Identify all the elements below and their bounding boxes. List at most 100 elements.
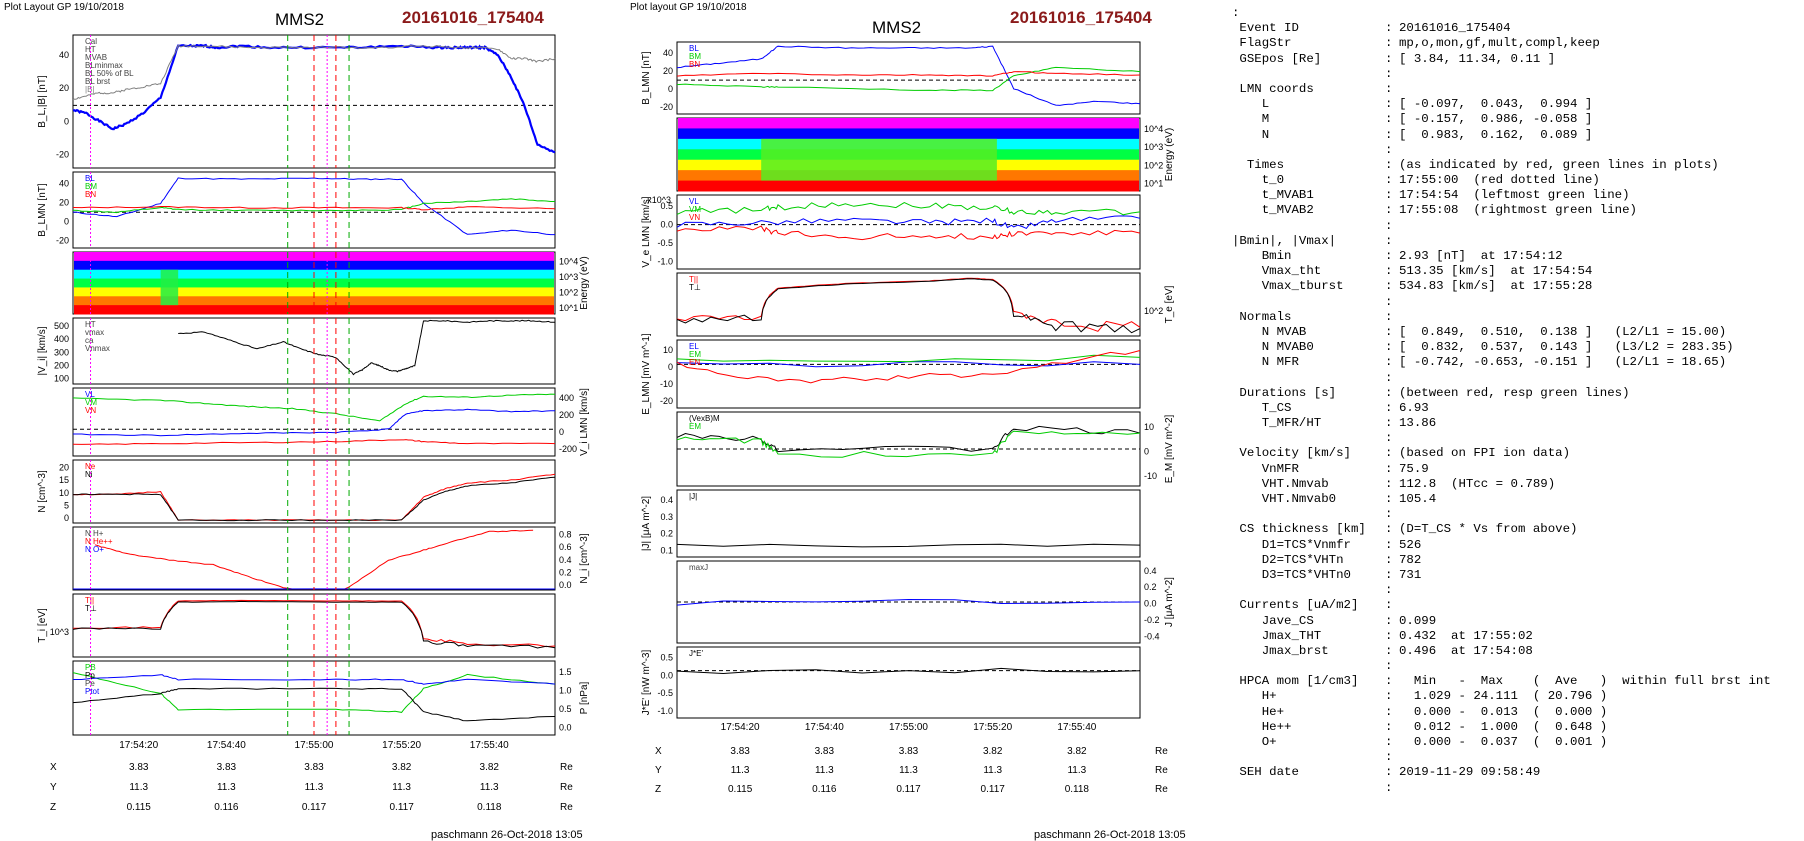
info-key: VHT.Nmvab0 bbox=[1232, 492, 1337, 506]
info-line: : bbox=[1232, 67, 1800, 82]
info-colon: : bbox=[1385, 537, 1393, 552]
info-value: 6.93 bbox=[1399, 400, 1429, 415]
info-colon: : bbox=[1385, 279, 1393, 294]
panel-0-ni: 0.8 0.6 0.4 0.2 0.0 N_i [cm^-3] N H+N He++N O+ bbox=[72, 526, 590, 591]
position-value: 11.3 bbox=[480, 782, 499, 793]
info-value: [ -0.097, 0.043, 0.994 ] bbox=[1399, 97, 1593, 112]
position-value: 0.116 bbox=[812, 784, 837, 795]
info-key: T_CS bbox=[1232, 400, 1292, 415]
info-colon: : bbox=[1385, 36, 1393, 51]
y-tick-label: 10^4 bbox=[1144, 124, 1163, 134]
legend-entry: MVAB bbox=[85, 53, 107, 62]
info-value: [ -0.157, 0.986, -0.058 ] bbox=[1399, 112, 1593, 127]
info-key: N MVAB0 bbox=[1232, 340, 1314, 355]
position-value: 0.118 bbox=[1065, 784, 1090, 795]
info-line: Event ID:20161016_175404 bbox=[1232, 21, 1800, 36]
series-line-|B| bbox=[72, 44, 556, 101]
legend-entry: BL 50% of BL bbox=[85, 69, 134, 78]
legend-entry: EM bbox=[689, 350, 701, 359]
info-colon: : bbox=[1385, 476, 1393, 491]
info-line: VHT.Nmvab0:105.4 bbox=[1232, 492, 1800, 507]
y-axis-label: T_i [eV] bbox=[37, 608, 48, 643]
y-tick-label: -10 bbox=[1144, 471, 1157, 481]
info-line: |Bmin|, |Vmax|: bbox=[1232, 234, 1800, 249]
info-key: LMN coords bbox=[1232, 81, 1314, 96]
info-line: GSEpos [Re]: [ 3.84, 11.34, 0.11 ] bbox=[1232, 52, 1800, 67]
series-line-(VexB)M bbox=[676, 425, 1141, 453]
info-line: : bbox=[1232, 659, 1800, 674]
info-line: H+: 1.029 - 24.111 ( 20.796 ) bbox=[1232, 689, 1800, 704]
panel-frame bbox=[676, 339, 1141, 409]
info-colon: : bbox=[1385, 643, 1393, 658]
info-line: D3=TCS*VHTn0:731 bbox=[1232, 568, 1800, 583]
y-tick-label: 10^3 bbox=[559, 272, 578, 282]
position-value: 3.82 bbox=[480, 762, 500, 773]
info-line: t_0:17:55:00 (red dotted line) bbox=[1232, 173, 1800, 188]
info-colon: : bbox=[1385, 492, 1393, 506]
y-tick-label: 0.5 bbox=[660, 653, 673, 663]
info-value: [ 0.849, 0.510, 0.138 ] (L2/L1 = 15.00) bbox=[1399, 324, 1727, 339]
y-tick-label: 0.5 bbox=[559, 704, 572, 714]
info-line: N MVAB: [ 0.849, 0.510, 0.138 ] (L2/L1 = … bbox=[1232, 325, 1800, 340]
y-tick-label: 10 bbox=[1144, 422, 1154, 432]
info-colon: : bbox=[1385, 674, 1393, 689]
x-tick-label: 17:54:20 bbox=[721, 722, 760, 733]
y-tick-label: 10 bbox=[59, 488, 69, 498]
info-line: FlagStr: mp,o,mon,gf,mult,compl,keep bbox=[1232, 36, 1800, 51]
info-key: M bbox=[1232, 112, 1270, 127]
info-line: Vmax_tht:513.35 [km/s] at 17:54:54 bbox=[1232, 264, 1800, 279]
info-value: (as indicated by red, green lines in plo… bbox=[1399, 157, 1719, 172]
info-line: D2=TCS*VHTn:782 bbox=[1232, 553, 1800, 568]
left-layout-label: Plot Layout GP 19/10/2018 bbox=[4, 2, 124, 13]
info-line: D1=TCS*Vnmfr:526 bbox=[1232, 538, 1800, 553]
position-value: 3.83 bbox=[129, 762, 149, 773]
info-key: He+ bbox=[1232, 704, 1285, 719]
spectrogram-band bbox=[74, 305, 554, 315]
info-key: Durations [s] bbox=[1232, 385, 1337, 400]
info-line: N MFR: [ -0.742, -0.653, -0.151 ] (L2/L1 … bbox=[1232, 355, 1800, 370]
info-key: Jmax_THT bbox=[1232, 628, 1322, 643]
info-value: 20161016_175404 bbox=[1399, 21, 1511, 36]
y-tick-label: 0.2 bbox=[660, 529, 673, 539]
info-colon: : bbox=[1385, 66, 1393, 81]
info-key: Vmax_tht bbox=[1232, 264, 1322, 279]
y-tick-label: 0.0 bbox=[1144, 599, 1157, 609]
position-value: 3.83 bbox=[304, 762, 324, 773]
info-value: 112.8 (HTcc = 0.789) bbox=[1399, 476, 1556, 491]
series-line-JL bbox=[676, 598, 1141, 606]
info-key: VHT.Nmvab bbox=[1232, 476, 1329, 491]
info-key: N MFR bbox=[1232, 355, 1299, 370]
info-key: Vmax_tburst bbox=[1232, 279, 1344, 294]
info-line: t_MVAB2:17:55:08 (rightmost green line) bbox=[1232, 203, 1800, 218]
x-tick-label: 17:55:20 bbox=[382, 740, 421, 751]
info-value: 0.496 at 17:54:08 bbox=[1399, 643, 1533, 658]
y-tick-label: 0.3 bbox=[660, 512, 673, 522]
info-line: Durations [s]: (between red, resp green l… bbox=[1232, 386, 1800, 401]
y-tick-label: 0.1 bbox=[660, 545, 673, 555]
y-tick-label: 400 bbox=[54, 334, 69, 344]
info-key: Currents [uA/m2] bbox=[1232, 598, 1359, 613]
spectrogram-band bbox=[678, 180, 1139, 192]
info-key: H+ bbox=[1232, 689, 1277, 704]
info-key: Jave_CS bbox=[1232, 613, 1314, 628]
y-tick-label: -0.2 bbox=[1144, 615, 1160, 625]
y-tick-label: 10^2 bbox=[559, 287, 578, 297]
info-key: VnMFR bbox=[1232, 461, 1299, 476]
info-line: Jmax_brst:0.496 at 17:54:08 bbox=[1232, 644, 1800, 659]
panel-1-te: 10^2 T_e [eV] T||T⊥ bbox=[676, 272, 1175, 337]
info-line: SEH date:2019-11-29 09:58:49 bbox=[1232, 765, 1800, 780]
info-value: 17:55:08 (rightmost green line) bbox=[1399, 203, 1637, 218]
info-line: Times: (as indicated by red, green lines … bbox=[1232, 158, 1800, 173]
info-line: Bmin:2.93 [nT] at 17:54:12 bbox=[1232, 249, 1800, 264]
legend-entry: BM bbox=[689, 52, 701, 61]
position-value: 11.3 bbox=[899, 765, 918, 776]
position-value: 11.3 bbox=[392, 782, 411, 793]
info-line: Vmax_tburst:534.83 [km/s] at 17:55:28 bbox=[1232, 279, 1800, 294]
position-unit: Re bbox=[560, 782, 573, 793]
y-tick-label: -20 bbox=[660, 102, 673, 112]
series-line-|Vi| bbox=[178, 319, 556, 376]
